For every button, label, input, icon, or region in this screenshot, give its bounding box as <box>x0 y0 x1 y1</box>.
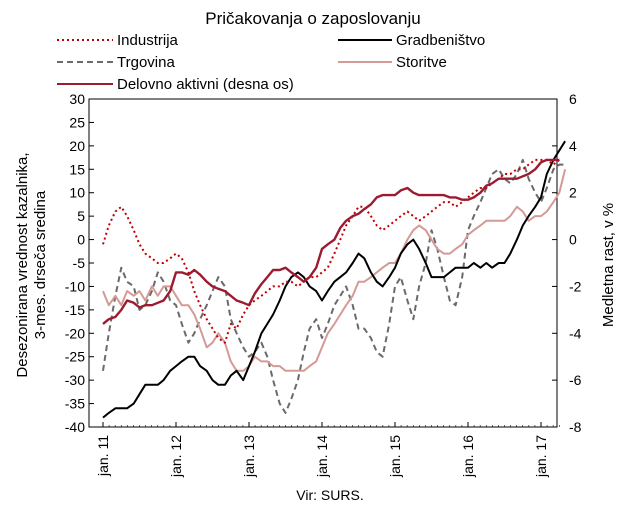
y-tick-label: -35 <box>65 396 85 412</box>
y2-tick-label: 6 <box>569 91 577 107</box>
legend-item-delovno-aktivni: Delovno aktivni (desna os) <box>57 76 294 93</box>
y2-tick-label: 0 <box>569 232 577 248</box>
legend-item-industrija: Industrija <box>57 32 179 49</box>
series-line-gradbeništvo <box>102 140 566 419</box>
y-tick-label: 10 <box>69 185 85 201</box>
chart-title: Pričakovanja o zaposlovanju <box>205 9 420 28</box>
y-tick-label: -10 <box>65 278 85 294</box>
y2-tick-label: -2 <box>569 278 582 294</box>
legend-label-storitve: Storitve <box>396 54 447 71</box>
x-tick-label: jan. 17 <box>533 435 549 478</box>
x-tick-label: jan. 11 <box>95 435 111 477</box>
legend-item-trgovina: Trgovina <box>57 54 175 71</box>
y-tick-label: -20 <box>65 325 85 341</box>
y-tick-label: 5 <box>77 208 85 224</box>
y2-tick-label: -4 <box>569 325 582 341</box>
y2-axis-label: Medletna rast, v % <box>600 203 617 327</box>
legend-label-industrija: Industrija <box>117 32 179 49</box>
legend-label-trgovina: Trgovina <box>117 54 175 71</box>
source-note: Vir: SURS. <box>296 487 363 503</box>
y-tick-label: 30 <box>69 91 85 107</box>
y-tick-label: -15 <box>65 302 85 318</box>
y2-tick-label: -6 <box>569 372 582 388</box>
y-tick-label: -40 <box>65 419 85 435</box>
series-line-delovno-aktivni-desna-os <box>102 158 560 325</box>
y2-tick-label: 2 <box>569 185 577 201</box>
y-axis-label-line1: Desezonirana vrednost kazalnika, <box>14 152 31 377</box>
y-tick-label: -30 <box>65 372 85 388</box>
legend-label-delovno-aktivni: Delovno aktivni (desna os) <box>117 76 294 93</box>
x-tick-label: jan. 14 <box>314 435 330 478</box>
x-tick-label: jan. 15 <box>387 435 403 478</box>
x-tick-label: jan. 13 <box>241 435 257 478</box>
y2-tick-label: 4 <box>569 138 577 154</box>
y-tick-label: -25 <box>65 349 85 365</box>
series-line-storitve <box>102 169 567 372</box>
y-axis-label-line2: 3-mes. drseča sredina <box>32 190 49 339</box>
x-tick-label: jan. 12 <box>168 435 184 478</box>
series-layer <box>102 140 567 419</box>
legend-label-gradbenistvo: Gradbeništvo <box>396 32 485 49</box>
legend-item-storitve: Storitve <box>338 54 447 71</box>
y2-tick-label: -8 <box>569 419 582 435</box>
legend: Industrija Gradbeništvo Trgovina Storitv… <box>57 32 485 93</box>
y-tick-label: -5 <box>73 255 86 271</box>
y-tick-label: 20 <box>69 138 85 154</box>
y-tick-label: 25 <box>69 114 85 130</box>
axes: 302520151050-5-10-15-20-25-30-35-406420-… <box>65 91 582 478</box>
y-tick-label: 15 <box>69 161 85 177</box>
x-tick-label: jan. 16 <box>460 435 476 478</box>
y-tick-label: 0 <box>77 232 85 248</box>
series-line-industrija <box>102 158 560 344</box>
legend-item-gradbenistvo: Gradbeništvo <box>338 32 485 49</box>
